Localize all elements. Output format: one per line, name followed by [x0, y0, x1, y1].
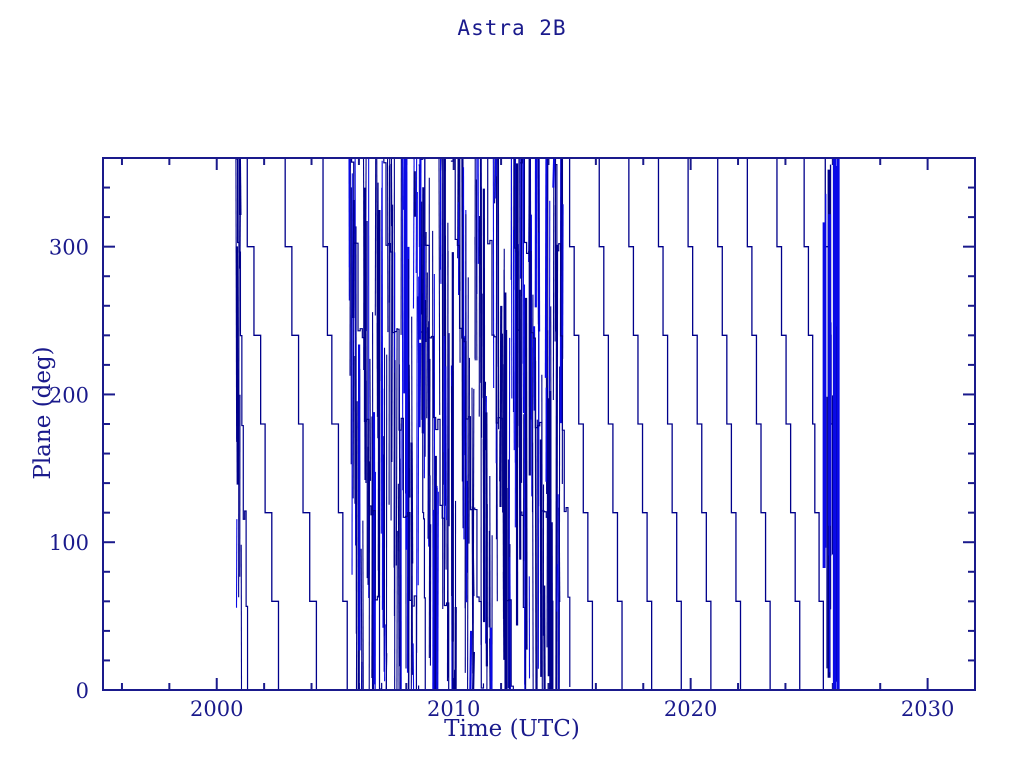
tick-labels: 2000 2010 2020 2030 0 100 200 300 [49, 236, 954, 721]
x-axis-label: Time (UTC) [444, 716, 580, 742]
x-tick-label: 2000 [190, 697, 243, 721]
data-series-plane [235, 159, 840, 689]
y-tick-label: 0 [76, 679, 89, 703]
x-tick-label: 2020 [664, 697, 717, 721]
y-tick-label: 300 [49, 236, 89, 260]
x-tick-label: 2030 [901, 697, 954, 721]
y-axis-label: Plane (deg) [30, 346, 56, 480]
x-tick-label: 2010 [427, 697, 480, 721]
page-title: Astra 2B [457, 16, 567, 40]
y-tick-label: 200 [49, 383, 89, 407]
y-tick-label: 100 [49, 531, 89, 555]
y-axis-ticks [103, 157, 975, 691]
x-axis-ticks [120, 158, 976, 690]
